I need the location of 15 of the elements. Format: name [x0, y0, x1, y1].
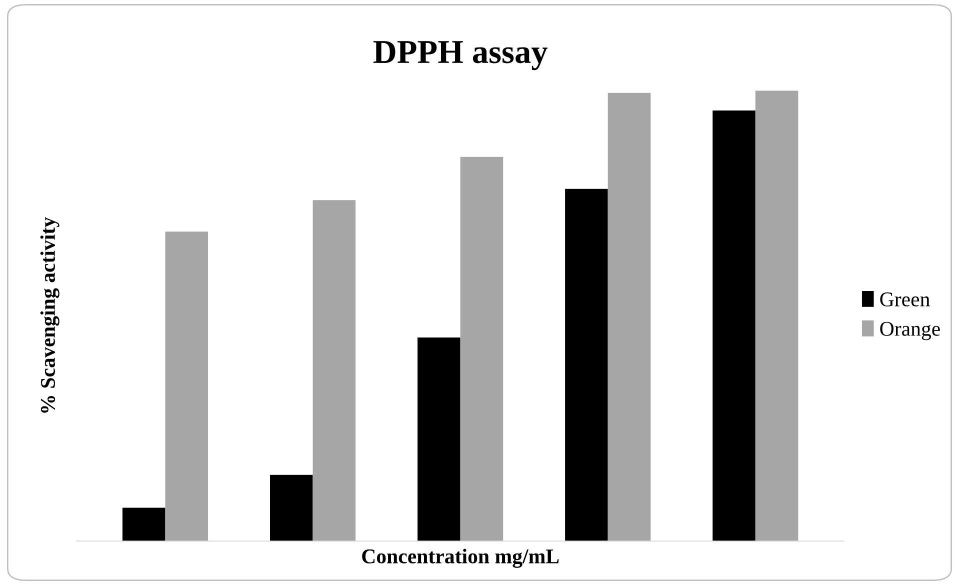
bar	[712, 110, 756, 542]
bar	[270, 474, 313, 542]
bar	[608, 92, 651, 542]
bar	[755, 90, 798, 542]
bar	[418, 338, 460, 542]
bar	[312, 200, 356, 542]
chart-title: DPPH assay	[373, 41, 548, 70]
y-axis-title: % Scavenging activity	[40, 217, 60, 413]
bar	[165, 232, 208, 542]
bar	[460, 156, 504, 542]
x-axis-title: Concentration mg/mL	[362, 548, 559, 568]
legend-label: Orange	[880, 322, 940, 340]
bar	[565, 188, 608, 542]
bar	[122, 508, 166, 542]
legend-label: Green	[880, 292, 930, 306]
